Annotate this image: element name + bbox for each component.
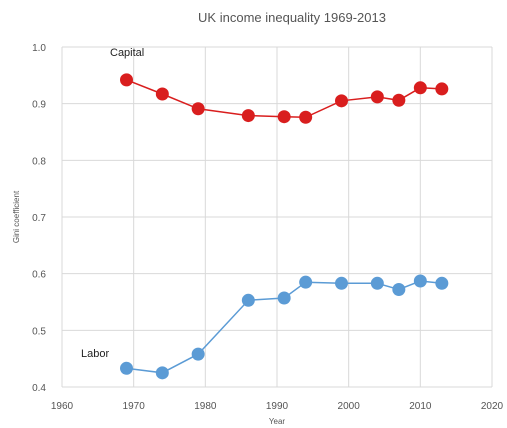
labor-data-point xyxy=(413,274,427,288)
capital-series xyxy=(120,73,449,124)
labor-series xyxy=(120,274,449,380)
y-tick-label: 0.7 xyxy=(32,213,46,224)
x-tick-label: 1980 xyxy=(194,401,217,412)
x-tick-label: 1990 xyxy=(266,401,289,412)
x-axis-ticks: 1960 1970 1980 1990 2000 2010 2020 xyxy=(51,401,504,412)
capital-series-label: Capital xyxy=(110,47,144,59)
labor-data-point xyxy=(241,293,255,307)
y-tick-label: 0.8 xyxy=(32,156,46,167)
labor-data-point xyxy=(335,276,348,290)
labor-data-point xyxy=(155,366,169,380)
labor-data-point xyxy=(435,276,449,290)
capital-data-point xyxy=(335,94,348,108)
capital-data-point xyxy=(277,110,291,124)
x-tick-label: 2010 xyxy=(409,401,432,412)
capital-data-point xyxy=(413,81,427,95)
x-axis-label: Year xyxy=(269,417,286,426)
labor-data-point xyxy=(277,291,291,305)
series-layer xyxy=(120,73,449,380)
labor-data-point xyxy=(191,347,205,361)
capital-data-point xyxy=(155,87,169,101)
capital-data-point xyxy=(392,93,406,107)
capital-data-point xyxy=(435,82,449,96)
labor-data-point xyxy=(120,361,133,375)
labor-data-point xyxy=(370,276,384,290)
y-tick-label: 0.6 xyxy=(32,270,46,281)
y-tick-label: 0.5 xyxy=(32,326,46,337)
y-tick-label: 0.9 xyxy=(32,100,46,111)
chart-title: UK income inequality 1969-2013 xyxy=(198,10,386,25)
y-tick-label: 0.4 xyxy=(32,383,46,394)
x-tick-label: 1960 xyxy=(51,401,74,412)
capital-data-point xyxy=(370,90,384,104)
labor-data-point xyxy=(392,283,406,297)
capital-data-point xyxy=(299,110,313,124)
y-axis-label: Gini coefficient xyxy=(12,190,21,243)
labor-data-point xyxy=(299,275,313,289)
capital-data-point xyxy=(120,73,133,87)
x-tick-label: 2020 xyxy=(481,401,504,412)
y-tick-label: 1.0 xyxy=(32,43,46,54)
x-tick-label: 2000 xyxy=(338,401,361,412)
capital-data-point xyxy=(191,102,205,116)
y-axis-ticks: 0.4 0.5 0.6 0.7 0.8 0.9 1.0 xyxy=(32,43,46,394)
capital-data-point xyxy=(241,109,255,123)
grid xyxy=(61,46,493,388)
labor-series-label: Labor xyxy=(81,348,109,360)
x-tick-label: 1970 xyxy=(123,401,146,412)
